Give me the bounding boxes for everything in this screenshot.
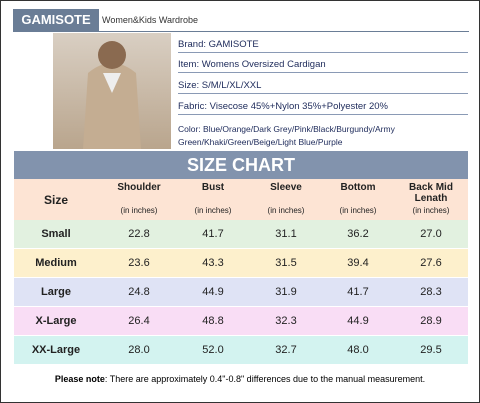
measurement: 52.0 (202, 344, 224, 356)
measurement: 48.0 (347, 344, 369, 356)
column-header: Size (43, 193, 68, 207)
note-text: : There are approximately 0.4"-0.8" diff… (104, 374, 426, 384)
measurement: 31.5 (275, 257, 297, 269)
row-band (14, 249, 468, 277)
column-header: Sleeve (270, 182, 302, 193)
unit-label: (in inches) (120, 206, 158, 215)
measurement: 48.8 (202, 315, 224, 327)
row-band (14, 307, 468, 335)
photo-shape (83, 41, 141, 149)
unit-label: (in inches) (267, 206, 305, 215)
measurement: 27.0 (420, 228, 442, 240)
measurement: 28.0 (128, 344, 150, 356)
measurement: 28.9 (420, 315, 442, 327)
measurement: 24.8 (128, 286, 150, 298)
measurement: 22.8 (128, 228, 150, 240)
size-label: Large (41, 286, 71, 298)
size-label: XX-Large (31, 344, 81, 356)
measurement: 31.1 (275, 228, 297, 240)
divider (13, 31, 469, 32)
measurement: 32.3 (275, 315, 297, 327)
note-label: Please note (54, 374, 105, 384)
measurement: 28.3 (420, 286, 442, 298)
measurement: 41.7 (202, 228, 224, 240)
column-header: Bust (201, 182, 225, 193)
table-title: SIZE CHART (14, 151, 468, 179)
measurement: 44.9 (347, 315, 369, 327)
unit-label: (in inches) (194, 206, 232, 215)
color-line: Color: Blue/Orange/Dark Grey/Pink/Black/… (178, 124, 395, 134)
brand-tag: GAMISOTE (13, 9, 99, 31)
measurement: 31.9 (275, 286, 297, 298)
column-header: Shoulder (117, 182, 161, 193)
row-band (14, 336, 468, 364)
info-line: Brand: GAMISOTE (178, 39, 468, 53)
info-line: Fabric: Visecose 45%+Nylon 35%+Polyester… (178, 101, 468, 115)
color-line: Green/Khaki/Green/Beige/Light Blue/Purpl… (178, 137, 343, 147)
tagline: Women&Kids Wardrobe (102, 15, 199, 25)
product-photo (53, 33, 171, 149)
measurement: 36.2 (347, 228, 369, 240)
row-band (14, 220, 468, 248)
row-band (14, 278, 468, 306)
size-label: Small (41, 228, 71, 240)
size-label: X-Large (35, 315, 77, 327)
measurement: 43.3 (202, 257, 224, 269)
measurement: 27.6 (420, 257, 442, 269)
measurement: 44.9 (202, 286, 224, 298)
unit-label: (in inches) (339, 206, 377, 215)
measurement: 39.4 (347, 257, 369, 269)
measurement: 29.5 (420, 344, 442, 356)
measurement: 41.7 (347, 286, 369, 298)
info-line: Item: Womens Oversized Cardigan (178, 59, 468, 73)
note: Please note: There are approximately 0.4… (1, 374, 479, 384)
measurement: 26.4 (128, 315, 150, 327)
measurement: 23.6 (128, 257, 150, 269)
column-header: Bottom (340, 182, 376, 193)
measurement: 32.7 (275, 344, 297, 356)
size-label: Medium (35, 257, 77, 269)
info-line: Size: S/M/L/XL/XXL (178, 80, 468, 94)
column-header: Back Mid Lenath (409, 182, 453, 204)
header-band (14, 179, 468, 220)
unit-label: (in inches) (412, 206, 450, 215)
